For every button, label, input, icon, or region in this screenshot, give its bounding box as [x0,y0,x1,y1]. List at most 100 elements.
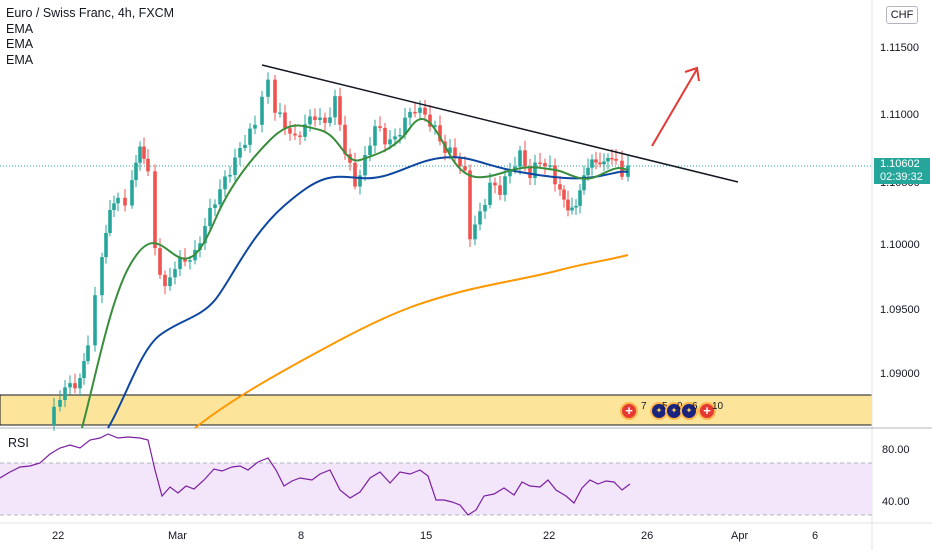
candle-body [198,243,202,251]
rsi-line [0,433,631,516]
event-count: 5 [662,401,668,412]
candle-body [533,162,537,178]
candle-body [78,378,82,389]
swiss-flag-icon: + [620,402,638,420]
event-count: 10 [712,401,724,412]
trendline [261,64,739,183]
candle-body [566,199,570,211]
candle-body [63,387,67,400]
y-tick: 1.10000 [880,239,920,251]
y-tick: 1.11500 [880,42,919,54]
x-tick: 22 [543,530,556,542]
candle-body [418,107,422,113]
candle-body [602,161,606,165]
rsi-tick: 80.00 [882,444,910,456]
candle-body [353,162,357,187]
candle-body [293,133,297,136]
candle-body [513,166,517,170]
candle-body [574,205,578,208]
candle-body [73,383,77,389]
candle-body [93,295,97,346]
candle-body [323,117,327,123]
candle-body [273,79,277,113]
event-1[interactable]: + 7 [620,401,660,421]
candle-body [328,117,332,123]
currency-button[interactable]: CHF [886,6,918,24]
candle-body [594,159,598,163]
rsi-band [0,463,872,515]
candle-body [570,207,574,211]
candle-body [253,124,257,129]
candle-body [413,111,417,114]
time-axis[interactable]: 22 Mar 8 15 22 26 Apr 6 [0,523,872,550]
candle-body [518,150,522,167]
candle-body [173,269,177,278]
candle-body [408,111,412,118]
ema-fast-line [81,118,629,429]
candle-body [112,203,116,211]
candle-body [283,112,287,129]
breakout-arrow [651,66,700,147]
ema-legend-1[interactable]: EMA [6,21,34,36]
candle-body [146,158,150,172]
support-zone [0,394,873,426]
candle-body [598,162,602,165]
ema-legend-3[interactable]: EMA [6,52,34,67]
legend: Euro / Swiss Franc, 4h, FXCM EMA EMA EMA [6,6,174,68]
x-tick: Mar [168,530,187,542]
candle-body [458,158,462,167]
x-tick: 22 [52,530,65,542]
candle-body [218,189,222,205]
candle-body [228,174,232,177]
candle-body [203,226,207,244]
candle-body [123,197,127,206]
rsi-tick: 40.00 [882,496,910,508]
x-tick: 6 [812,530,819,542]
candle-body [528,166,532,178]
candle-body [52,406,56,425]
event-4[interactable]: ✦ 6 [680,401,720,421]
ema-slow-line [194,254,629,429]
event-5[interactable]: + 10 [698,401,738,421]
candle-body [288,128,292,134]
candle-body [82,361,86,379]
candle-body [130,180,134,206]
candle-body [188,260,192,262]
candle-body [508,169,512,177]
candle-body [453,147,457,159]
candle-body [86,345,90,362]
candle-body [333,96,337,118]
candle-body [403,117,407,135]
candle-body [248,128,252,145]
x-tick: 26 [641,530,654,542]
rsi-pane-title[interactable]: RSI [8,436,29,450]
candle-body [58,399,62,407]
candle-body [266,79,270,97]
rsi-axis[interactable]: 80.00 40.00 [872,428,932,523]
candle-body [134,162,138,181]
ema-legend-2[interactable]: EMA [6,37,34,51]
event-count: 0 [677,401,683,412]
candle-body [108,210,112,233]
price-axis[interactable]: 1.11500 1.11000 1.10500 1.10000 1.09500 … [872,0,932,428]
candle-body [308,116,312,125]
candle-body [610,157,614,160]
candle-body [538,162,542,165]
last-price-tag: 1.10602 02:39:32 [874,158,930,184]
candle-body [398,134,402,137]
candle-body [163,274,167,287]
candle-body [590,159,594,168]
y-tick: 1.09000 [880,368,920,380]
candle-body [338,96,342,125]
candle-body [358,175,362,187]
candle-body [488,182,492,205]
candle-body [606,157,610,162]
countdown: 02:39:32 [880,171,923,183]
candle-body [438,125,442,142]
candle-body [260,96,264,125]
candle-body [208,207,212,227]
symbol-title[interactable]: Euro / Swiss Franc, 4h, FXCM [6,6,175,20]
candle-body [363,155,367,176]
